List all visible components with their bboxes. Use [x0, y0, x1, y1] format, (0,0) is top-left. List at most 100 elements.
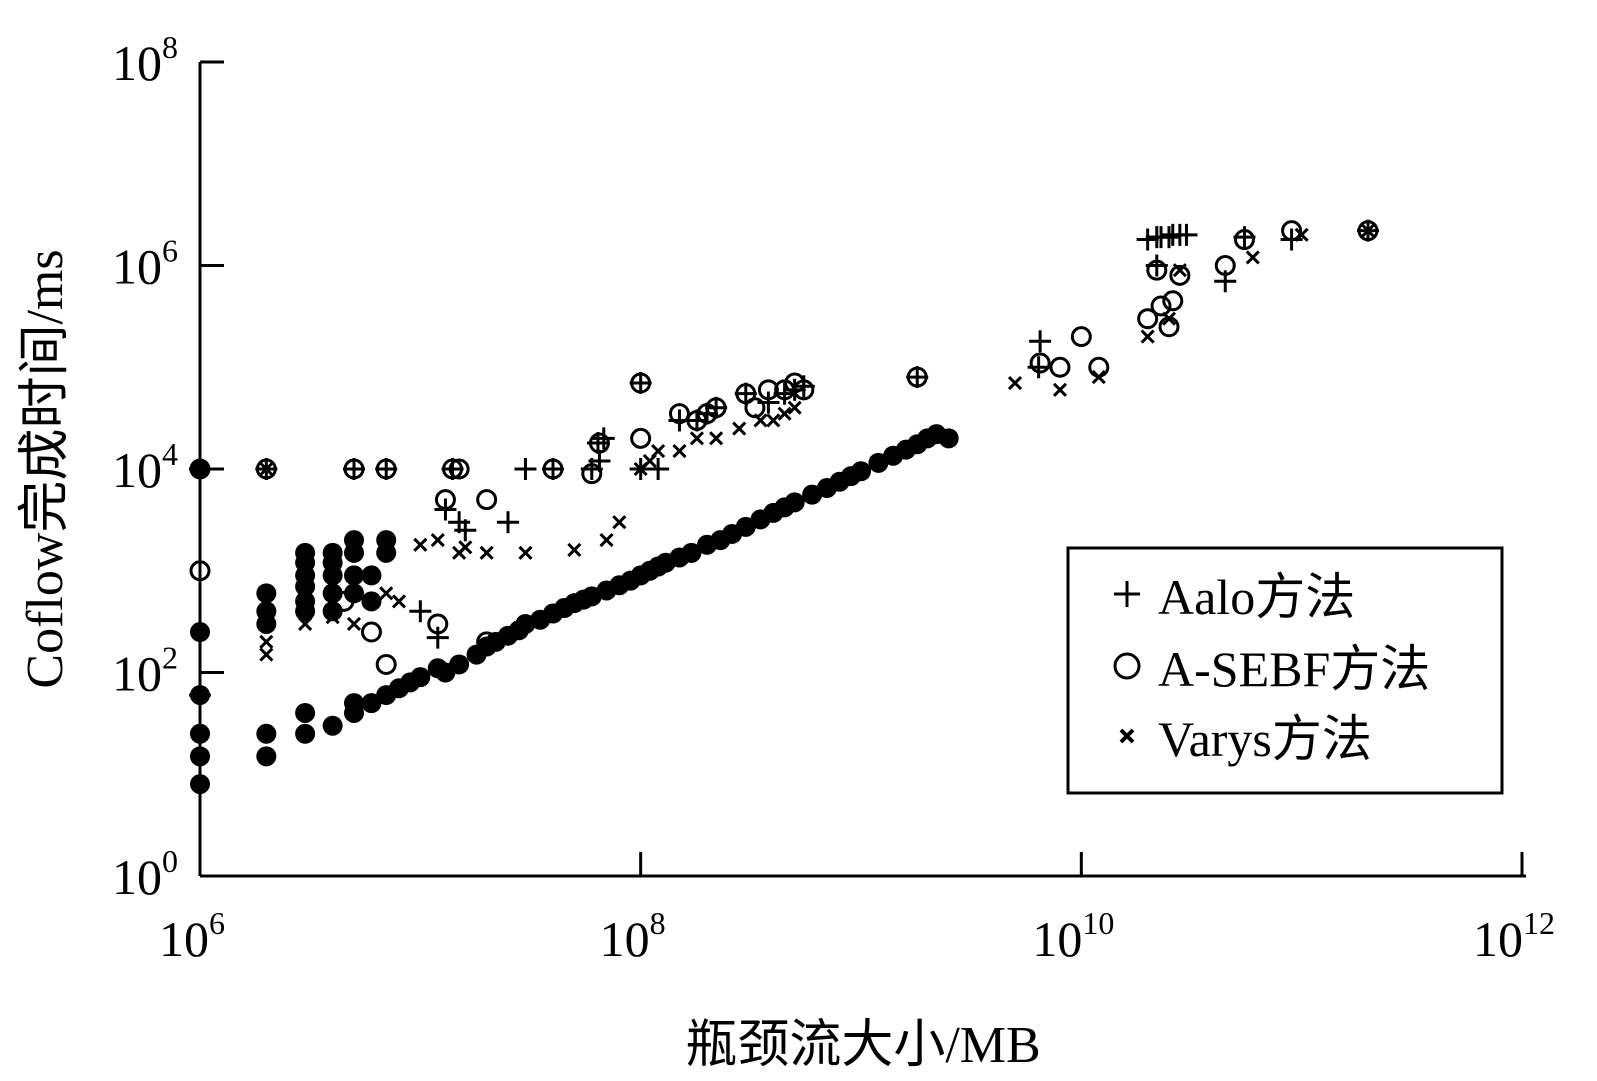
x-axis-label: 瓶颈流大小/MB	[685, 1017, 1040, 1074]
data-point-plus	[1214, 270, 1237, 293]
data-point-circle	[375, 653, 397, 675]
data-point-x	[1245, 250, 1260, 265]
data-point-x	[599, 533, 614, 548]
data-point-circle	[1070, 326, 1092, 348]
data-point-filled-circle	[295, 542, 316, 563]
series-plus	[189, 219, 1379, 707]
data-point-circle	[1169, 264, 1191, 286]
data-point-plus	[773, 382, 796, 405]
x-tick-label: 1010	[1032, 905, 1114, 967]
data-point-plus	[1233, 226, 1256, 249]
data-point-circle	[1137, 308, 1159, 330]
x-tick-label: 108	[600, 905, 666, 967]
data-point-filled-circle	[376, 530, 397, 551]
data-point-filled-circle	[256, 601, 277, 622]
data-point-x	[1052, 382, 1068, 397]
legend-label: A-SEBF方法	[1158, 641, 1430, 697]
axis-ticks: 100 102 104 106 108 106 108 1010 1012	[112, 29, 1555, 967]
data-point-circle	[476, 631, 498, 653]
data-point-x	[325, 610, 340, 625]
data-point-plus	[375, 458, 398, 480]
data-point-circle	[360, 621, 382, 643]
data-point-x	[391, 594, 407, 609]
data-point-filled-circle	[410, 667, 431, 688]
data-point-x	[298, 604, 313, 619]
data-point-x	[689, 431, 704, 446]
data-point-plus	[454, 519, 477, 542]
data-point-plus	[592, 427, 615, 450]
data-point-x	[612, 515, 627, 530]
data-point-plus	[426, 626, 449, 649]
data-point-filled-circle	[344, 565, 365, 586]
y-tick-label: 102	[112, 640, 178, 702]
data-point-plus	[757, 391, 780, 414]
legend-marker-x	[1119, 728, 1135, 744]
data-point-plus	[434, 498, 457, 521]
data-point-plus	[705, 396, 728, 419]
data-point-filled-circle	[344, 530, 365, 551]
data-point-filled-circle	[322, 542, 343, 563]
data-point-x	[732, 421, 747, 436]
data-point-plus	[586, 432, 609, 455]
data-point-x	[651, 444, 666, 459]
data-point-plus	[189, 458, 211, 480]
data-point-filled-circle	[190, 746, 210, 767]
data-point-circle	[1162, 290, 1184, 312]
data-point-plus	[1136, 228, 1159, 251]
data-point-filled-circle	[681, 542, 702, 563]
data-point-plus	[792, 375, 815, 398]
data-point-plus	[343, 458, 366, 480]
data-point-filled-circle	[190, 723, 210, 744]
series-filled-circle	[190, 424, 959, 795]
y-tick-label: 104	[112, 436, 178, 498]
data-point-plus	[255, 458, 278, 480]
data-point-x	[1140, 329, 1155, 344]
data-point-x	[346, 579, 362, 594]
data-point-x	[479, 545, 494, 560]
data-point-filled-circle	[784, 492, 805, 513]
data-point-x	[1007, 375, 1023, 391]
data-point-plus	[497, 511, 520, 534]
plot-area: 100 102 104 106 108 106 108 1010 1012	[112, 29, 1555, 967]
y-axis-label: Coflow完成时间/ms	[17, 249, 74, 688]
data-point-filled-circle	[322, 715, 343, 736]
data-marks	[189, 219, 1379, 795]
data-point-circle	[1088, 356, 1110, 378]
data-point-circle	[744, 397, 766, 419]
data-point-filled-circle	[295, 702, 316, 723]
data-point-x	[777, 406, 792, 421]
x-tick-label: 106	[159, 905, 225, 967]
data-point-plus	[1029, 330, 1052, 353]
legend-box	[1066, 546, 1504, 795]
data-point-circle	[1049, 356, 1071, 378]
data-point-filled-circle	[256, 746, 277, 767]
data-point-plus	[783, 378, 806, 401]
y-tick-label: 108	[112, 29, 178, 91]
data-point-plus	[1158, 226, 1181, 249]
legend-marker-plus	[1114, 581, 1140, 607]
data-point-plus	[541, 458, 564, 480]
x-tick-label: 1012	[1473, 905, 1555, 967]
data-point-x	[672, 444, 687, 459]
data-point-x	[518, 545, 533, 560]
data-point-filled-circle	[256, 583, 277, 604]
data-point-plus	[1145, 254, 1168, 277]
data-point-filled-circle	[344, 693, 365, 714]
data-point-plus	[189, 684, 211, 707]
data-point-filled-circle	[256, 723, 277, 744]
data-point-circle	[333, 590, 355, 612]
data-point-filled-circle	[344, 583, 365, 604]
y-tick-label: 106	[112, 233, 178, 295]
data-point-filled-circle	[190, 622, 210, 643]
data-point-x	[346, 616, 362, 632]
data-point-filled-circle	[190, 774, 210, 795]
data-point-filled-circle	[361, 591, 382, 612]
data-point-plus	[1356, 219, 1379, 242]
data-point-plus	[441, 458, 464, 480]
data-point-filled-circle	[938, 428, 959, 449]
data-point-x	[259, 647, 274, 662]
data-point-plus	[409, 600, 432, 623]
data-point-plus	[1175, 223, 1198, 246]
data-point-x	[379, 586, 394, 601]
